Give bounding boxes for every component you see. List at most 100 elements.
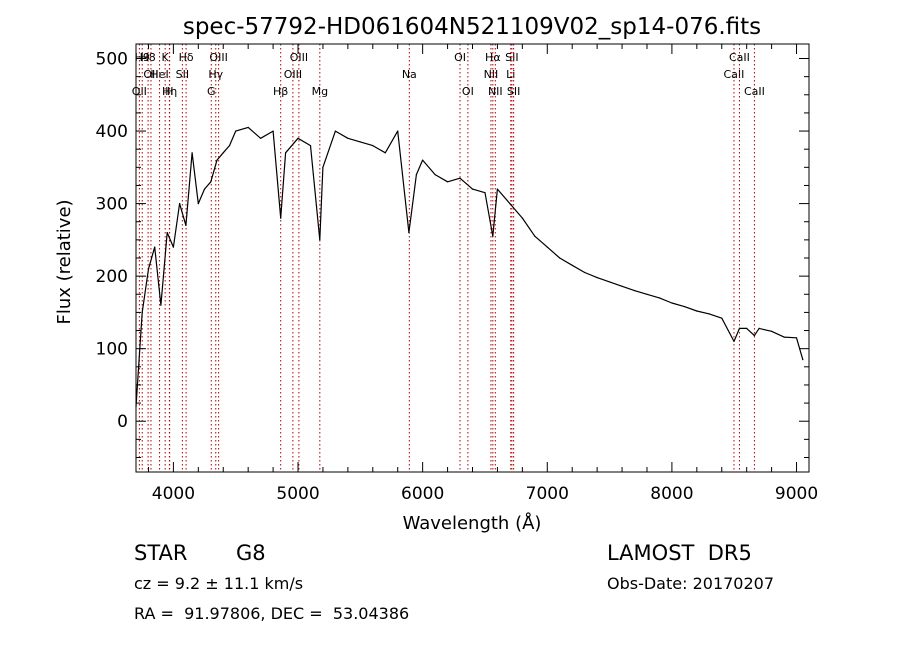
line-marker-label: SII [176,68,189,81]
spectrum-point [160,304,162,306]
spectrum-point [322,166,324,168]
spectrum-point [496,188,498,190]
x-tick-label: 4000 [152,484,195,504]
line-marker-label: SII [507,85,520,98]
ra-dec-coordinates: RA = 91.97806, DEC = 53.04386 [134,604,410,623]
line-marker-label: CaII [724,68,745,81]
line-marker-label: Na [402,68,417,81]
spectrum-point [471,188,474,190]
line-marker-label: H9 [135,51,150,64]
line-marker-label: NII [488,85,503,98]
x-tick-label: 7000 [526,484,569,504]
x-tick-label: 8000 [650,484,693,504]
spectrum-point [696,310,698,312]
spectrum-point [609,281,611,283]
spectrum-point [185,224,187,226]
x-tick-label: 5000 [276,484,319,504]
spectrum-point [646,293,648,295]
y-tick-label: 300 [96,195,128,215]
line-marker-label: H8 [140,51,155,64]
spectrum-line [135,126,804,407]
line-marker-label: OI [454,51,466,64]
plot-axes: 4000 5000 6000 7000 8000 9000 0 100 200 300 400 500 [96,43,818,504]
spectrum-point [596,277,598,279]
spectrum-point [384,152,386,154]
line-marker-label: OIII [284,68,302,81]
spectrum-point [334,130,336,132]
line-marker-label: CaII [729,51,750,64]
line-marker-label: CaII [744,85,765,98]
spectrum-point [272,130,274,132]
line-marker-label: OII [143,68,158,81]
x-tick-label: 6000 [401,484,444,504]
spectrum-point [422,159,424,161]
spectrum-point [235,130,237,132]
y-tick-label: 0 [117,412,128,432]
chart-title: spec-57792-HD061604N521109V02_sp14-076.f… [183,14,761,40]
line-marker-label: Mg [312,85,328,98]
y-tick-label: 200 [96,267,128,287]
line-marker-label: K [162,51,170,64]
spectrum-point [459,177,461,179]
line-marker-label: Hα [485,51,501,64]
spectrum-point [771,330,773,332]
y-axis-label: Flux (relative) [54,199,75,324]
spectrum-point [203,188,206,190]
spectrum-point [733,340,735,342]
spectrum-point [753,335,756,337]
spectrum-point [571,264,573,266]
spectrum-point [297,137,299,139]
observation-date: Obs-Date: 20170207 [607,574,775,593]
spectrum-point [559,257,561,259]
spectrum-point [285,152,287,154]
spectral-subclass: G8 [236,541,266,565]
spectrum-point [621,285,623,287]
spectrum-point [746,327,748,329]
line-marker-label: G [207,85,216,98]
spectrum-point [408,232,410,234]
spectrum-point [166,232,168,234]
spectrum-point [179,203,181,205]
line-marker-label: Hγ [208,68,223,81]
spectrum-point [802,359,804,361]
spectrum-point [309,145,312,147]
line-marker-label: Li [506,68,515,81]
spectrum-point [222,152,224,154]
line-marker-label: OIII [209,51,227,64]
survey-name: LAMOST DR5 [607,541,752,565]
line-marker-label: HeI [150,68,168,81]
spectrum-point [783,336,785,338]
plot-frame [135,43,810,473]
spectrum-point [683,306,686,308]
line-marker-label: OI [462,85,474,98]
spectrum-point [191,152,193,154]
spectrum-point [319,239,321,241]
spectrum-point [247,126,249,128]
spectrum-point [447,181,449,183]
spectrum-point [397,130,399,132]
spectrum-point [280,217,282,219]
line-marker-label: OIII [290,51,308,64]
spectrum-point [534,235,536,237]
spectrum-point [509,203,511,205]
x-axis-label: Wavelength (Å) [403,512,542,534]
spectrum-series [135,126,804,408]
spectrum-point [372,145,374,147]
spectrum-point [154,246,156,248]
spectrum-point [584,271,586,274]
y-tick-label: 500 [96,50,128,70]
spectrum-point [492,235,494,237]
line-marker-label: Hδ [179,51,194,64]
spectrum-point [738,327,741,329]
redshift-cz: cz = 9.2 ± 11.1 km/s [134,574,304,593]
spectrum-point [708,313,710,315]
spectrum-point [359,141,361,143]
spectrum-point [671,302,673,304]
y-tick-label: 100 [96,340,128,360]
spectrum-point [197,203,199,205]
spectrum-point [633,290,636,292]
spectrum-point [521,217,524,219]
spectrum-point [210,181,212,183]
line-marker-label: Hη [162,85,177,98]
